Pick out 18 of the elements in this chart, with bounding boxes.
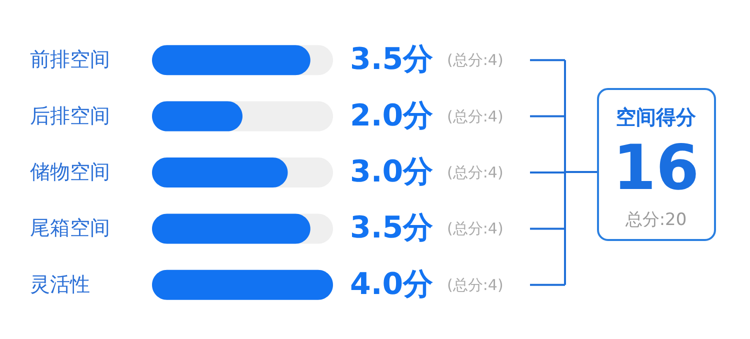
data-label: 3.0分 (350, 154, 434, 190)
text: 空间得分 (616, 105, 697, 129)
text: 总分:20 (624, 210, 687, 230)
y-tick-label: 储物空间 (30, 160, 110, 184)
data-label: 4.0分 (350, 266, 434, 302)
text: 16 (612, 131, 700, 204)
y-tick-label: 灵活性 (30, 272, 90, 296)
data-label: 2.0分 (350, 98, 434, 134)
y-tick-label: 尾箱空间 (30, 216, 110, 240)
text: (总分:4) (447, 107, 504, 126)
data-label: 3.5分 (350, 42, 434, 78)
text: (总分:4) (447, 164, 504, 182)
data-label: 3.5分 (350, 210, 434, 246)
text: (总分:4) (447, 51, 504, 70)
y-tick-label: 前排空间 (30, 47, 110, 72)
text: (总分:4) (447, 220, 504, 238)
text: (总分:4) (447, 276, 504, 294)
y-tick-label: 后排空间 (30, 103, 110, 128)
